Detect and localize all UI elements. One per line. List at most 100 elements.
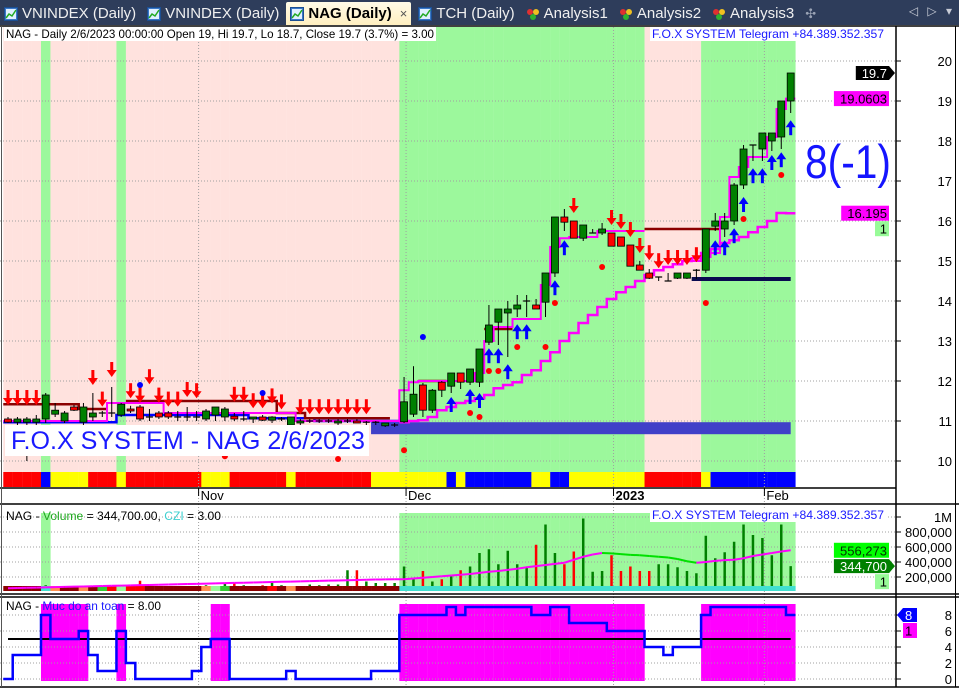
candle-up <box>730 184 739 222</box>
volume-ma-segment <box>535 564 546 568</box>
buy-arrow-shaft <box>742 203 746 212</box>
close-icon[interactable]: × <box>399 6 408 21</box>
volume-ma-segment <box>677 558 688 563</box>
signal-strip-cell <box>493 472 504 487</box>
volume-highlight <box>446 513 457 591</box>
value-tag-box <box>903 623 917 638</box>
czi-strip-cell <box>503 586 513 591</box>
tab-vnindex-daily[interactable]: VNINDEX (Daily) <box>0 2 140 25</box>
volume-ma-segment <box>413 576 423 580</box>
signal-strip-cell <box>371 472 381 487</box>
safety-highlight <box>408 604 419 681</box>
safety-highlight <box>710 604 721 681</box>
safety-highlight <box>540 604 551 681</box>
volume-ma-segment <box>781 549 791 553</box>
volume-y-tick-label: 600,000 <box>905 540 952 555</box>
signal-strip-cell <box>97 472 108 487</box>
price-band <box>371 422 791 435</box>
volume-ma-segment <box>573 555 584 561</box>
regime-background <box>776 27 787 472</box>
signal-strip-cell <box>361 472 372 487</box>
czi-strip-cell <box>757 586 768 591</box>
volume-ma-segment <box>451 573 461 577</box>
sell-arrow-head <box>653 261 664 269</box>
sell-arrow-head <box>106 370 117 377</box>
tab-analysis2[interactable]: Analysis2 <box>615 2 705 25</box>
sell-arrow-head <box>323 407 334 415</box>
czi-strip-cell <box>710 586 721 591</box>
buy-arrow-icon <box>729 228 740 244</box>
regime-background <box>531 27 541 472</box>
czi-strip-cell <box>97 586 108 591</box>
regime-background <box>493 27 504 472</box>
czi-strip-cell <box>512 586 523 591</box>
sell-arrow-head <box>238 394 249 402</box>
volume-ma-segment <box>639 554 650 557</box>
sell-arrow-head <box>333 407 344 415</box>
safety-highlight <box>41 604 51 681</box>
candle-up <box>447 372 456 387</box>
signal-strip-cell <box>408 472 419 487</box>
safety-highlight <box>748 604 758 681</box>
analysis-icon <box>619 7 633 21</box>
czi-strip-cell <box>276 586 287 591</box>
regime-background <box>295 27 306 472</box>
regime-background <box>380 27 391 472</box>
sell-arrow-icon <box>333 399 344 415</box>
tab-tch-daily[interactable]: TCH (Daily) <box>414 2 518 25</box>
sell-arrow-head <box>87 378 98 385</box>
tab-scroll-controls[interactable]: ◁ ▷ ▾ <box>908 4 955 18</box>
regime-background <box>399 27 409 472</box>
safety-highlight <box>729 604 739 681</box>
czi-strip-cell <box>484 586 494 591</box>
tab-vnindex-daily[interactable]: VNINDEX (Daily) <box>143 2 283 25</box>
sell-arrow-icon <box>295 399 306 415</box>
tab-analysis1[interactable]: Analysis1 <box>522 2 612 25</box>
safety-highlight <box>427 604 438 681</box>
candle-up <box>211 406 220 416</box>
czi-strip-cell <box>210 586 221 591</box>
volume-ma-segment <box>441 574 452 578</box>
regime-background <box>314 27 325 472</box>
buy-arrow-shaft <box>496 354 500 364</box>
sell-arrow-head <box>182 390 193 397</box>
czi-strip-cell <box>672 586 683 591</box>
sell-arrow-shaft <box>34 390 38 399</box>
price-y-tick-label: 15 <box>938 254 952 269</box>
signal-strip-cell <box>210 472 221 487</box>
red-dot-marker <box>467 410 474 416</box>
buy-arrow-head <box>474 393 485 400</box>
signal-strip-cell <box>173 472 183 487</box>
sell-arrow-head <box>361 407 372 415</box>
sell-arrow-shaft <box>147 369 151 379</box>
candle-up <box>598 228 606 234</box>
buy-arrow-head <box>766 155 777 162</box>
signal-strip-cell <box>644 472 655 487</box>
tab-analysis3[interactable]: Analysis3 <box>708 2 798 25</box>
value-tag-pointer <box>897 608 917 622</box>
czi-strip-cell <box>314 586 325 591</box>
signal-strip-cell <box>50 472 61 487</box>
regime-background <box>248 27 259 472</box>
czi-strip-cell <box>408 586 419 591</box>
signal-strip-cell <box>672 472 683 487</box>
czi-strip-cell <box>59 586 70 591</box>
tab-nag-daily[interactable]: NAG (Daily) × <box>286 2 412 25</box>
safety-highlight <box>757 604 768 681</box>
candle-down <box>70 406 78 411</box>
sell-arrow-icon <box>172 391 183 407</box>
buy-arrow-head <box>785 120 796 128</box>
candle-down <box>532 304 540 310</box>
sell-arrow-icon <box>144 369 155 385</box>
safety-y-tick-label: 2 <box>945 656 952 671</box>
regime-background <box>97 27 108 472</box>
regime-background <box>3 27 13 472</box>
sell-arrow-icon <box>663 250 674 265</box>
new-tab-icon[interactable]: ✣ <box>805 5 817 21</box>
red-dot-marker <box>401 447 408 454</box>
sell-arrow-head <box>681 258 692 265</box>
regime-background <box>446 27 457 472</box>
candle-up <box>711 220 720 227</box>
tab-label: TCH (Daily) <box>436 5 515 22</box>
